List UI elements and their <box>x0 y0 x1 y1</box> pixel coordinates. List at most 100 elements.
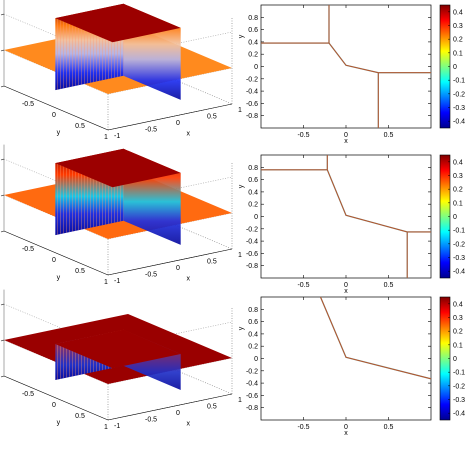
y-axis-label: y <box>238 34 245 38</box>
x-tick-label: -0.5 <box>297 424 309 431</box>
plot-area <box>260 4 432 129</box>
y-tick-label: 0.5 <box>75 268 85 275</box>
y-tick-label: 0 <box>254 356 258 363</box>
x-axis-label: x <box>344 288 348 295</box>
y-tick-label: -0.5 <box>22 101 34 108</box>
z-tick <box>0 49 5 52</box>
contour-line <box>319 296 432 380</box>
x-tick-label: 0.5 <box>384 132 394 139</box>
y-tick-label: 0.2 <box>248 344 258 351</box>
x-tick-label: 1 <box>238 107 242 114</box>
contour-plot-2: 0.80.60.40.20-0.2-0.4-0.6-0.8-0.5 0 0.5xy0… <box>238 154 465 295</box>
colorbar-tick-label: -0.1 <box>453 78 465 85</box>
colorbar-tick-label: 0.1 <box>453 200 463 207</box>
y-tick-label: 0 <box>52 112 56 119</box>
colorbar-tick-label: 0.3 <box>453 23 463 30</box>
colorbar-tick-label: 0 <box>453 356 457 363</box>
axis-line <box>107 103 233 131</box>
x-tick-label: 0 <box>176 265 180 272</box>
y-tick-label: 0.4 <box>248 331 258 338</box>
y-axis-label: y <box>57 419 61 426</box>
x-tick-label: 0 <box>344 424 348 431</box>
z-tick <box>0 194 5 197</box>
colorbar-tick-label: 0 <box>453 214 457 221</box>
contour-line <box>326 169 431 233</box>
x-axis-label: x <box>186 131 190 138</box>
y-tick-label: -0.2 <box>246 76 258 83</box>
y-tick-label: -0.6 <box>246 393 258 400</box>
y-tick-label: 0.5 <box>75 123 85 130</box>
colorbar-tick-label: 0.4 <box>453 301 463 308</box>
y-tick-label: 0.6 <box>248 27 258 34</box>
colorbar-tick-label: -0.2 <box>453 383 465 390</box>
axis-line <box>107 393 233 421</box>
z-tick <box>0 13 5 16</box>
x-tick-label: -0.5 <box>145 417 157 424</box>
y-axis-label: y <box>238 184 245 188</box>
contour-line <box>261 5 330 44</box>
y-tick-label: -0.6 <box>246 101 258 108</box>
contour-plot-3: 0.80.60.40.20-0.2-0.4-0.6-0.8-0.5 0 0.5xy0… <box>238 296 465 437</box>
y-tick-label: -0.8 <box>246 113 258 120</box>
y-axis-label: y <box>57 274 61 281</box>
y-tick-label: -0.4 <box>246 239 258 246</box>
x-tick-label: -1 <box>114 133 120 140</box>
colorbar-tick-label: 0.4 <box>453 159 463 166</box>
y-tick-label: 0.2 <box>248 202 258 209</box>
y-tick-label: 0 <box>52 257 56 264</box>
colorbar-tick-label: 0 <box>453 64 457 71</box>
x-tick-label: -0.5 <box>297 132 309 139</box>
colorbar-tick-label: -0.2 <box>453 91 465 98</box>
x-tick-label: -0.5 <box>145 127 157 134</box>
surface-top <box>55 148 181 188</box>
y-tick-label: 0.8 <box>248 165 258 172</box>
x-tick-label: -1 <box>114 278 120 285</box>
z-tick <box>0 158 5 161</box>
y-tick-label: -0.4 <box>246 89 258 96</box>
y-tick-label: -0.5 <box>22 391 34 398</box>
y-tick-label: 0.4 <box>248 189 258 196</box>
z-tick <box>0 303 5 306</box>
y-tick-label: 0 <box>254 214 258 221</box>
surface-top <box>55 329 181 369</box>
x-tick-label: 0.5 <box>207 114 217 121</box>
colorbar-tick-label: -0.1 <box>453 228 465 235</box>
y-tick-label: 1 <box>104 424 108 431</box>
plot-area <box>260 296 432 421</box>
colorbar-tick-label: 0.2 <box>453 187 463 194</box>
y-axis-label: y <box>238 326 245 330</box>
colorbar-tick-label: 0.3 <box>453 173 463 180</box>
colorbar-tick-label: -0.3 <box>453 105 465 112</box>
colorbar-tick-label: -0.4 <box>453 269 465 276</box>
axis-line <box>3 375 109 421</box>
colorbar-tick-label: -0.3 <box>453 397 465 404</box>
x-axis-label: x <box>344 138 348 145</box>
colorbar-tick-label: -0.3 <box>453 255 465 262</box>
x-tick-label: 0.5 <box>384 424 394 431</box>
x-tick-label: 0 <box>176 120 180 127</box>
z-tick <box>0 85 5 88</box>
x-tick-label: 0 <box>344 282 348 289</box>
x-axis-label: x <box>344 430 348 437</box>
colorbar-tick-label: 0.1 <box>453 50 463 57</box>
contour-line <box>328 42 431 74</box>
z-tick <box>0 375 5 378</box>
contour-plot-1: 0.80.60.40.20-0.2-0.4-0.6-0.8-0.5 0 0.5xy0… <box>238 4 465 145</box>
y-tick-label: 1 <box>104 134 108 141</box>
y-tick-label: -0.2 <box>246 368 258 375</box>
x-tick-label: 0 <box>344 132 348 139</box>
x-tick-label: 0 <box>176 410 180 417</box>
y-tick-label: 0.8 <box>248 307 258 314</box>
surface-plot-2: 00.51u(x,y,2)-0.500.51y-1-0.500.51x <box>0 144 242 286</box>
y-tick-label: -0.6 <box>246 251 258 258</box>
axis-line <box>3 230 109 276</box>
y-tick-label: 0.6 <box>248 177 258 184</box>
y-tick-label: -0.5 <box>22 246 34 253</box>
x-axis-label: x <box>186 421 190 428</box>
y-tick-label: 0 <box>52 402 56 409</box>
y-tick-label: 0.6 <box>248 319 258 326</box>
y-tick-label: -0.4 <box>246 381 258 388</box>
z-tick <box>0 230 5 233</box>
y-tick-label: 0.2 <box>248 52 258 59</box>
